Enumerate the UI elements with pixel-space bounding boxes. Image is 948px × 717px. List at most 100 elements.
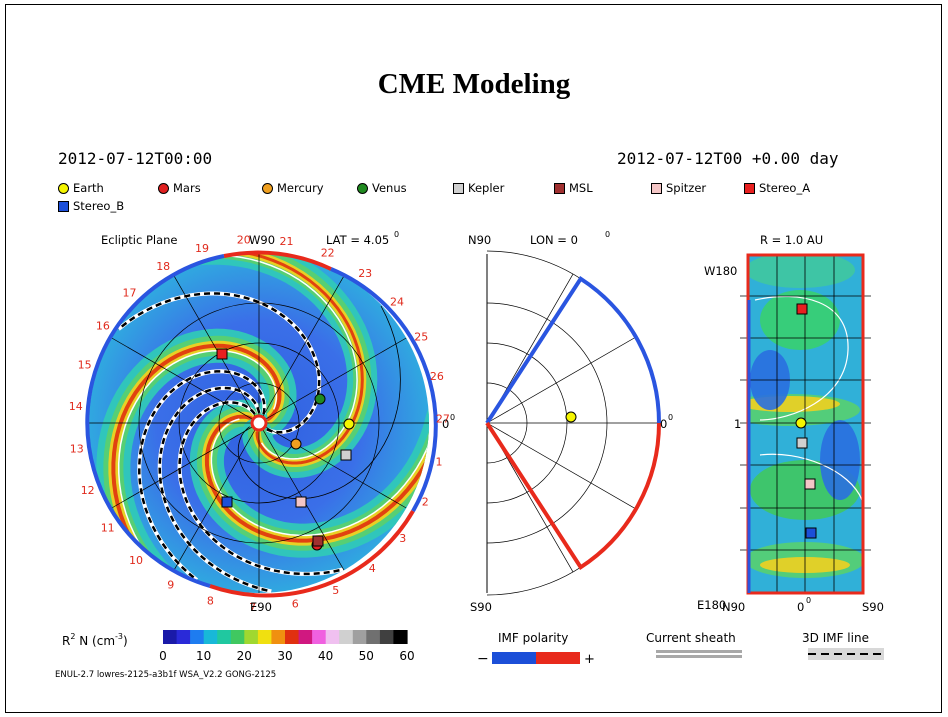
carrington-number: 16 [96, 320, 110, 333]
meridional-grid [485, 250, 661, 596]
legend-label: Stereo_A [759, 181, 811, 195]
imf-dashed-line [138, 370, 266, 582]
sphere-n90-label: N90 [722, 600, 745, 614]
earth-marker [343, 418, 355, 430]
legend-label: Stereo_B [73, 199, 125, 213]
colorbar-tick: 0 [159, 649, 167, 663]
colorbar-swatch [339, 630, 354, 644]
current-sheath-line [210, 391, 429, 537]
meridional-plane-panel: N90 LON = 0 0 S90 0 0 [468, 230, 673, 614]
colorbar-swatch [190, 630, 205, 644]
e90-label: E90 [250, 600, 272, 614]
legend-item-mercury: Mercury [262, 181, 324, 195]
model-footer: ENUL-2.7 lowres-2125-a3b1f WSA_V2.2 GONG… [55, 670, 276, 680]
current-sheath-line-2 [656, 655, 742, 658]
stereo-a-marker [796, 303, 808, 315]
legend-item-mars: Mars [158, 181, 201, 195]
carrington-number: 13 [70, 443, 84, 456]
legend-label: Venus [372, 181, 407, 195]
ecliptic-title: Ecliptic Plane [101, 233, 178, 247]
colorbar-swatch [244, 630, 259, 644]
imf-minus: − [477, 651, 489, 667]
colorbar-tick: 30 [277, 649, 292, 663]
ecliptic-blue-rim-right [330, 267, 438, 512]
density-arm [204, 414, 429, 543]
sphere-panel: R = 1.0 AU W180 1 E180 N90 0 0 S90 [697, 233, 884, 614]
kepler-marker-icon [453, 182, 464, 194]
sun-marker [250, 414, 268, 432]
carrington-number: 24 [390, 295, 404, 308]
carrington-number: 20 [237, 234, 251, 247]
current-sheath-line-1 [656, 650, 742, 653]
sphere-zero-label: 0 [797, 600, 804, 614]
imf-line-bg [808, 648, 884, 660]
colorbar-swatch [163, 630, 178, 644]
sphere-zero-degree: 0 [806, 596, 811, 605]
imf-polarity-label: IMF polarity [498, 631, 568, 645]
sphere-bodies [795, 303, 817, 539]
carrington-number: 25 [414, 330, 428, 343]
stereo-a-marker-icon [744, 182, 755, 194]
colorbar-swatch [379, 630, 395, 644]
colorbar-tick: 60 [399, 649, 414, 663]
density-blob [820, 420, 860, 500]
density-arm [111, 343, 282, 577]
legend-item-stereo-a: Stereo_A [744, 181, 810, 195]
venus-marker-icon [357, 182, 368, 194]
legend-item-msl: MSL [554, 181, 593, 195]
colorbar-tick: 10 [196, 649, 211, 663]
carrington-number: 22 [321, 246, 335, 259]
meridional-zero-degree: 0 [668, 413, 673, 422]
time-right-label: 2012-07-12T00 +0.00 day [617, 149, 839, 168]
lat-degree: 0 [394, 230, 399, 239]
imf-dashed-line [178, 401, 344, 576]
msl-marker [312, 535, 324, 547]
colorbar-label: R2 N (cm-3) [62, 632, 128, 648]
spitzer-marker [295, 496, 307, 508]
carrington-number: 27 [436, 412, 450, 425]
carrington-number: 12 [81, 484, 95, 497]
density-blob [748, 255, 855, 288]
carrington-number: 19 [195, 242, 209, 255]
spitzer-marker [804, 478, 816, 490]
colorbar-swatch [176, 630, 191, 644]
ecliptic-blue-rim-left [85, 254, 225, 588]
colorbar-swatch [325, 630, 340, 644]
colorbar-swatch [271, 630, 286, 644]
imf-negative-swatch [492, 652, 536, 664]
legend-item-spitzer: Spitzer [651, 181, 706, 195]
venus-marker [314, 393, 326, 405]
ecliptic-red-rim-top [223, 250, 332, 271]
carrington-number: 18 [156, 260, 170, 273]
carrington-number: 21 [280, 235, 294, 248]
ecliptic-red-rim-bottom [209, 509, 415, 598]
mercury-marker [290, 438, 302, 450]
carrington-number: 17 [123, 286, 137, 299]
colorbar-swatch [230, 630, 245, 644]
carrington-number: 11 [101, 522, 115, 535]
n90-label: N90 [468, 233, 491, 247]
carrington-number: 5 [332, 584, 339, 597]
carrington-number: 3 [399, 532, 406, 545]
density-blob [760, 290, 840, 350]
colorbar: R2 N (cm-3) 0 10 20 30 40 50 60 [62, 630, 415, 663]
page-title: CME Modeling [377, 68, 571, 100]
earth-marker [565, 411, 577, 423]
kepler-marker [340, 449, 352, 461]
colorbar-ticks: 0 10 20 30 40 50 60 [159, 649, 414, 663]
sphere-grid [740, 255, 871, 593]
meridional-blue-rim [485, 275, 661, 425]
mercury-marker-icon [262, 182, 273, 194]
parker-spiral [237, 305, 401, 500]
colorbar-tick: 50 [359, 649, 374, 663]
bottom-legends: IMF polarity − + Current sheath 3D IMF l… [55, 631, 884, 680]
mars-marker-icon [158, 182, 169, 194]
legend-item-stereo-b: Stereo_B [58, 199, 124, 213]
time-left-label: 2012-07-12T00:00 [58, 149, 213, 168]
colorbar-swatch [352, 630, 367, 644]
stereo-a-marker [216, 348, 228, 360]
ecliptic-bodies [216, 348, 355, 551]
